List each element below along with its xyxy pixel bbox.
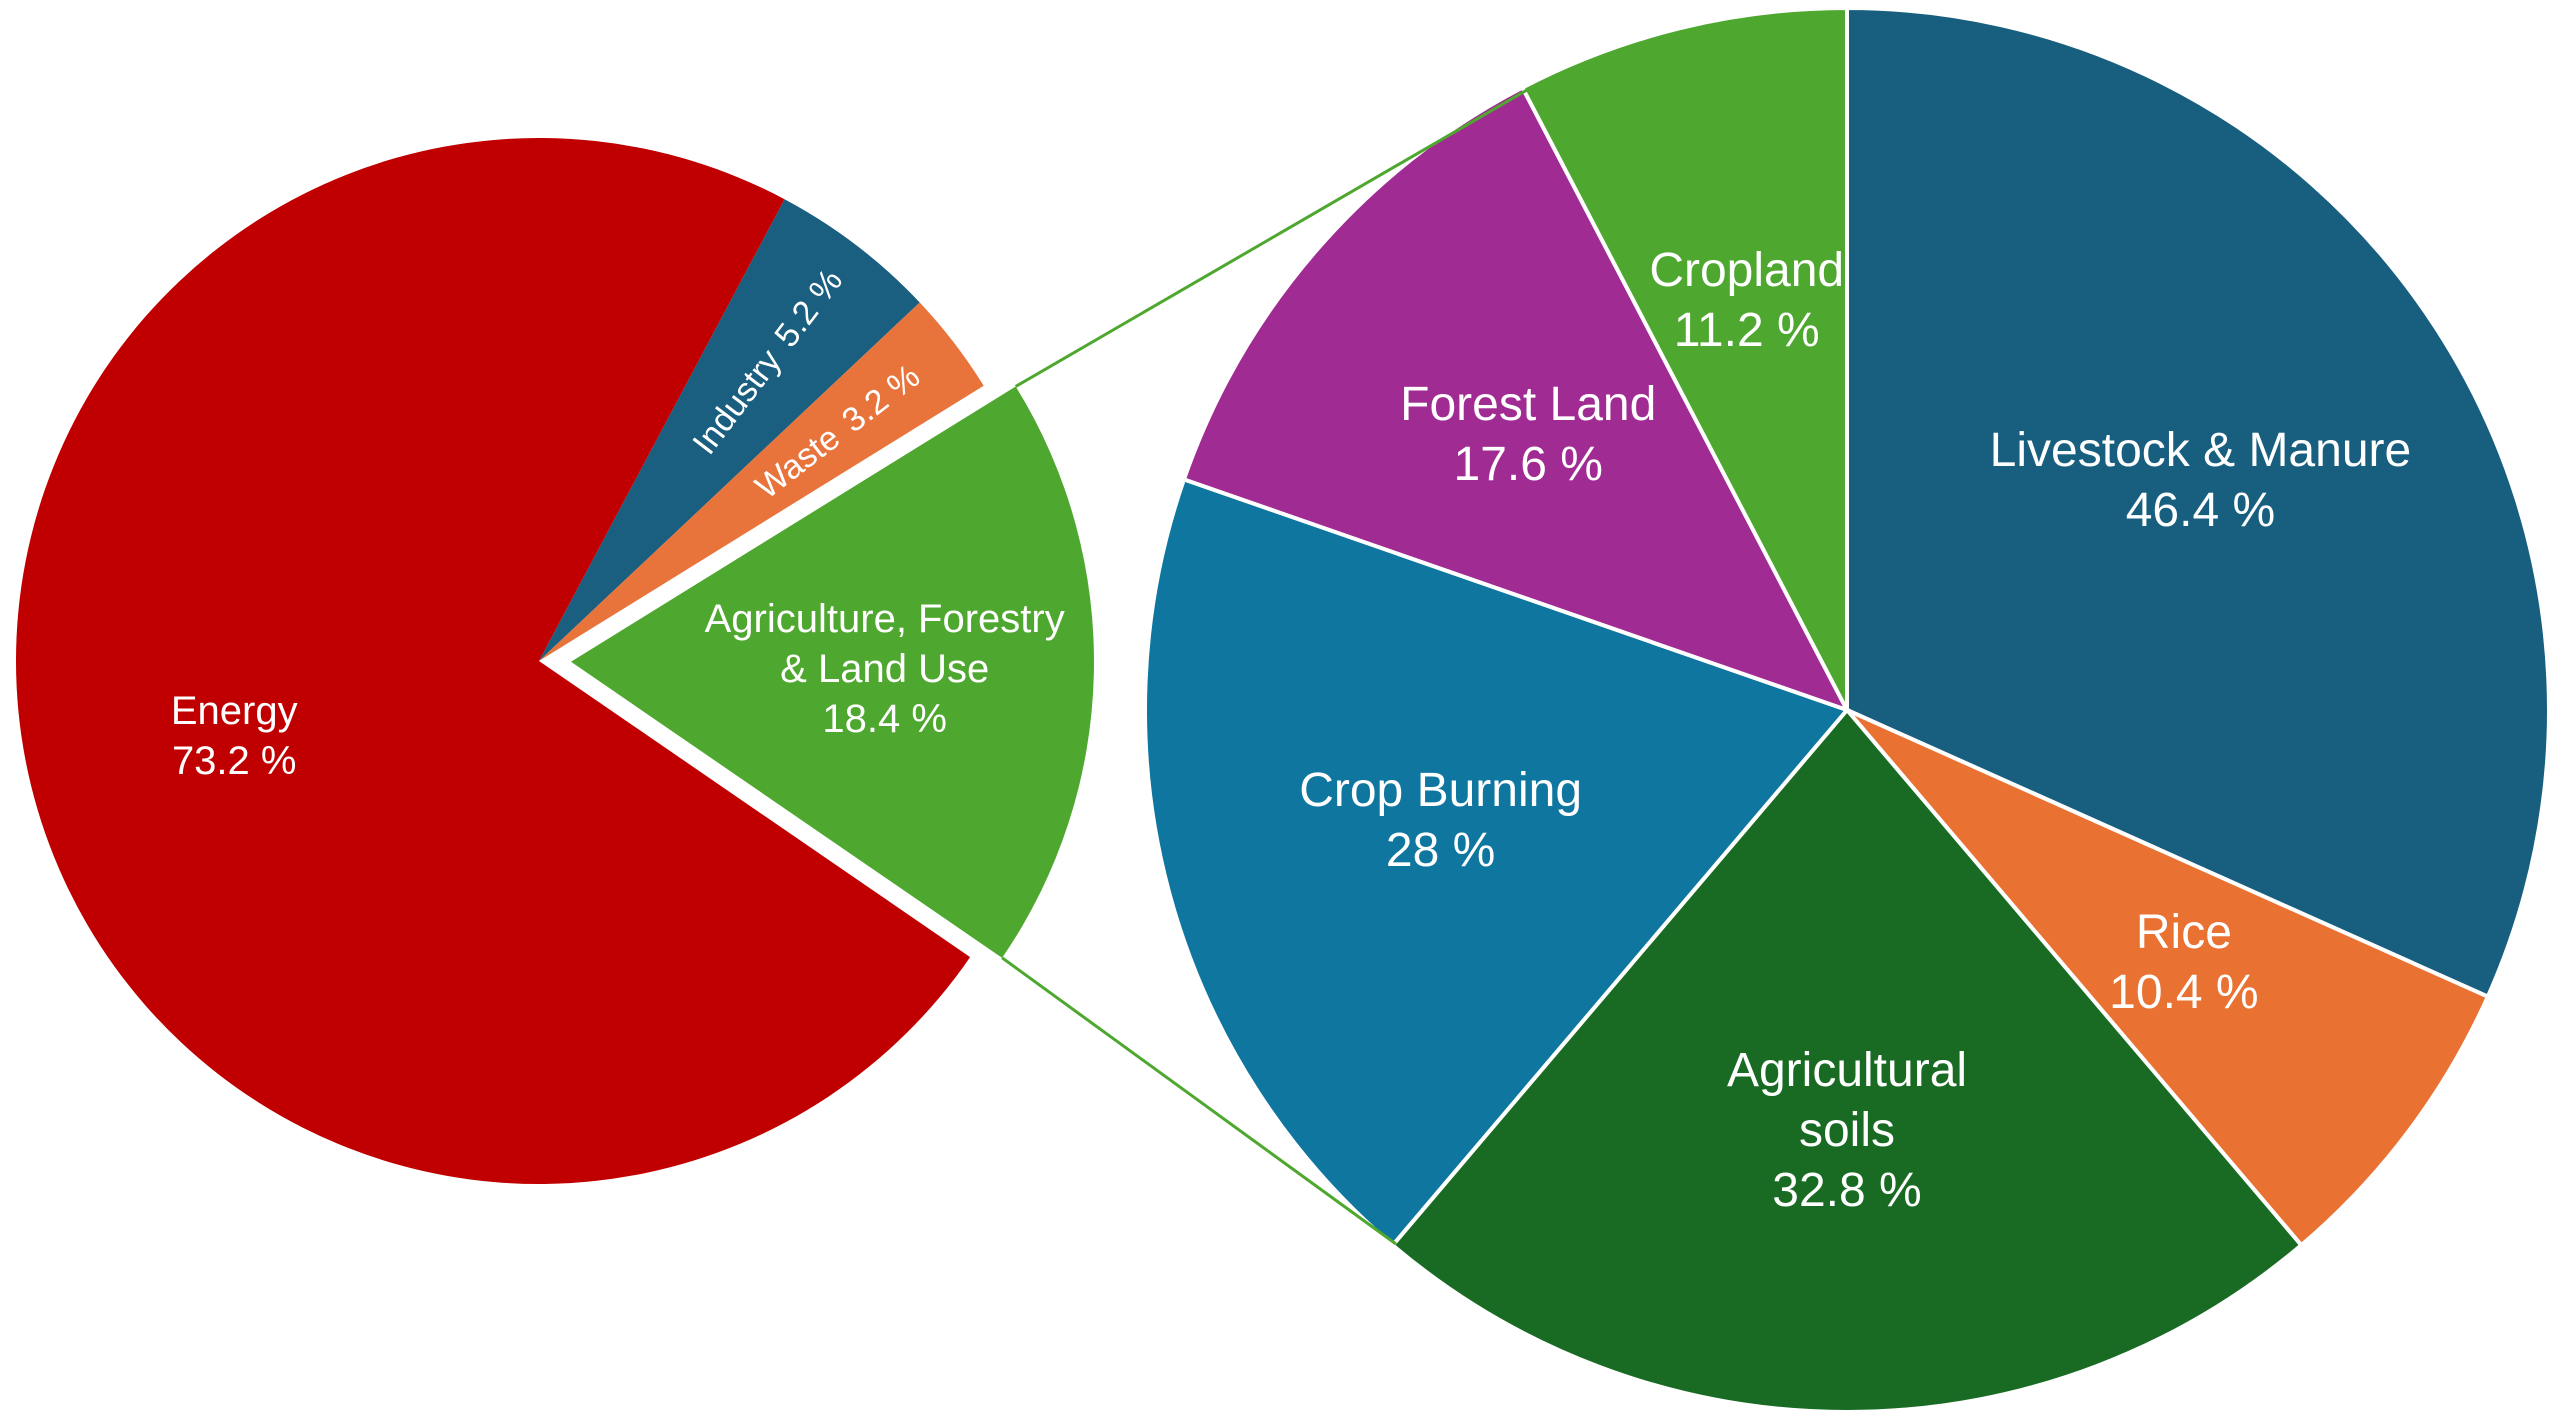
- connector: [1014, 88, 1528, 388]
- value-label: 17.6 %: [1453, 437, 1603, 491]
- pie-slice: [1845, 5, 2551, 1000]
- value-label: 46.4 %: [2125, 483, 2276, 537]
- pie-slice: [15, 138, 971, 1185]
- pie-slice: [1143, 476, 1851, 1248]
- slice-label: Crop Burning 28 %: [1251, 761, 1631, 881]
- category-label: Agriculture, Forestry & Land Use: [704, 597, 1065, 692]
- pie-slice: [539, 302, 984, 661]
- pie-slice: [1389, 706, 2305, 1414]
- slice-label: Energy 73.2 %: [84, 686, 384, 786]
- pie-slice: [1519, 5, 1849, 711]
- category-label: Livestock & Manure: [1989, 423, 2412, 477]
- value-label: 10.4 %: [2109, 965, 2259, 1019]
- slice-label: Agricultural soils 32.8 %: [1677, 1041, 2017, 1221]
- category-label: Forest Land: [1400, 377, 1657, 431]
- category-label: Crop Burning: [1299, 763, 1583, 817]
- connector: [1001, 956, 1397, 1246]
- value-label: 11.2 %: [1673, 303, 1820, 357]
- slice-label: Rice 10.4 %: [2084, 903, 2284, 1023]
- value-label: 18.4 %: [822, 697, 947, 742]
- slice-label: Forest Land 17.6 %: [1338, 375, 1718, 495]
- pie-slice: [539, 199, 920, 661]
- pie-slice: [1845, 708, 2491, 1248]
- category-label: Agricultural soils: [1726, 1044, 1968, 1158]
- pie-slice: [1181, 84, 1852, 714]
- value-label: 28 %: [1385, 823, 1496, 877]
- slice-label: Cropland 11.2 %: [1607, 241, 1887, 361]
- category-label: Rice: [2135, 905, 2232, 959]
- category-label: Energy: [170, 688, 298, 733]
- value-label: 73.2 %: [171, 738, 297, 783]
- pie-slice: [570, 386, 1094, 958]
- slice-label: Livestock & Manure 46.4 %: [1920, 421, 2480, 541]
- category-label: Cropland: [1649, 243, 1845, 297]
- value-label: 32.8 %: [1772, 1164, 1922, 1218]
- slice-label: Agriculture, Forestry & Land Use 18.4 %: [695, 594, 1075, 744]
